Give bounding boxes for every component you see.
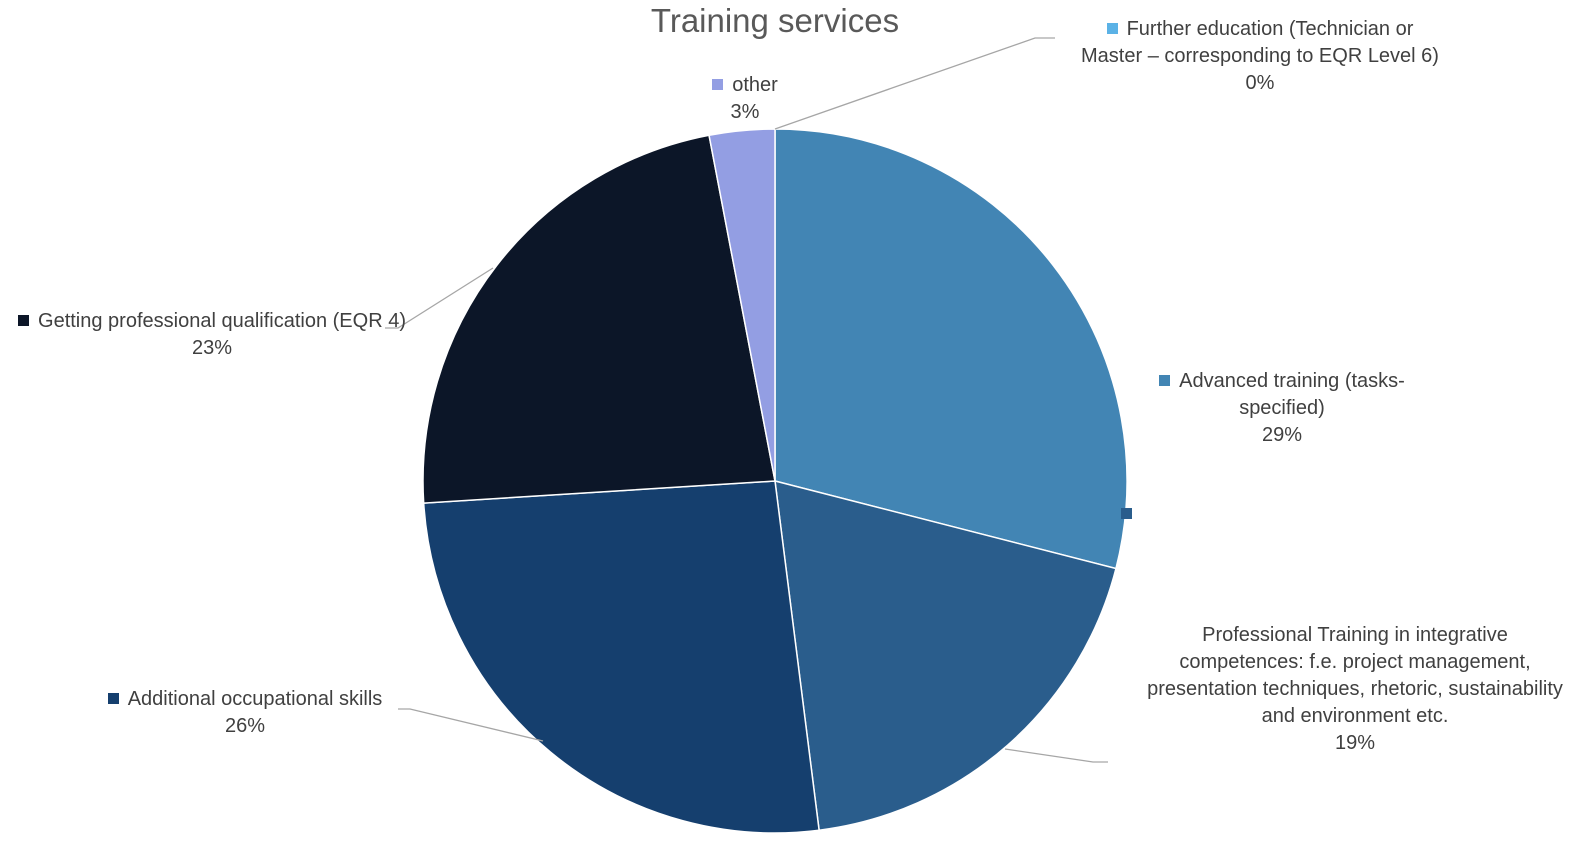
value-label: 26%: [224, 715, 266, 737]
value-label: 19%: [1334, 732, 1376, 754]
category-label: Additional occupational skills: [127, 688, 383, 710]
data-label: Getting professional qualification (EQR …: [12, 308, 412, 362]
category-label: other: [732, 74, 778, 96]
legend-key: [1121, 508, 1132, 519]
data-label: Additional occupational skills 26%: [70, 686, 420, 740]
value-label: 3%: [730, 101, 760, 123]
legend-key: [18, 315, 30, 326]
data-label: other 3%: [690, 72, 800, 126]
category-label: Professional Training in integrative com…: [1147, 624, 1563, 727]
value-label: 29%: [1261, 424, 1303, 446]
category-label: Advanced training (tasks-specified): [1179, 370, 1405, 419]
value-label: 0%: [1245, 72, 1275, 94]
category-label: Getting professional qualification (EQR …: [38, 310, 406, 332]
leader-line: [385, 267, 494, 329]
legend-key: [712, 79, 724, 90]
leader-line: [398, 708, 544, 742]
chart-title: Training services: [650, 2, 900, 39]
legend-key: [1159, 375, 1171, 386]
pie-slice: [774, 128, 1128, 570]
data-label: Advanced training (tasks-specified) 29%: [1132, 368, 1432, 449]
pie-slice: [422, 134, 776, 504]
pie-slice: [422, 480, 820, 834]
legend-key: [1106, 23, 1118, 34]
data-label: Further education (Technician or Master …: [1080, 16, 1440, 97]
pie-slice: [708, 128, 776, 482]
pie-slice: [774, 479, 1117, 832]
legend-key: [107, 693, 119, 704]
value-label: 23%: [191, 337, 233, 359]
data-label: Professional Training in integrative com…: [1140, 622, 1570, 757]
leader-line: [774, 37, 1055, 130]
category-label: Further education (Technician or Master …: [1081, 18, 1439, 67]
leader-line: [1004, 748, 1108, 763]
